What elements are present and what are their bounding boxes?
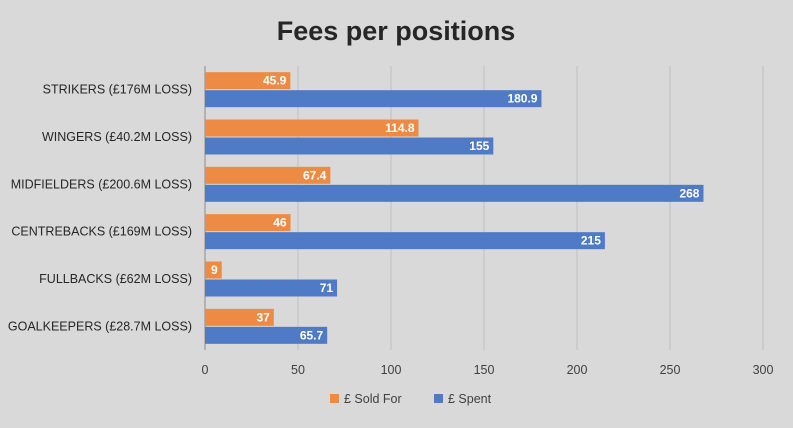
bars: 45.9 180.9 114.8 155 67.4 268 46 215 9 71 37 65.7 xyxy=(205,72,704,344)
data-label: 37 xyxy=(256,310,270,324)
bar-sold-for xyxy=(205,214,291,232)
legend-swatch-spent xyxy=(434,394,443,403)
category-label: CENTREBACKS (£169M LOSS) xyxy=(11,225,192,239)
bar-spent xyxy=(205,232,605,250)
bar-sold-for xyxy=(205,166,331,184)
category-labels: STRIKERS (£176M LOSS) WINGERS (£40.2M LOS… xyxy=(8,83,192,334)
data-label: 46 xyxy=(273,216,287,230)
bar-spent xyxy=(205,90,542,108)
bar-spent xyxy=(205,137,494,155)
data-label: 268 xyxy=(679,186,699,200)
bar-spent xyxy=(205,184,704,202)
legend: £ Sold For £ Spent xyxy=(330,392,492,406)
x-tick-label: 100 xyxy=(381,363,402,377)
bar-sold-for xyxy=(205,261,222,279)
data-label: 180.9 xyxy=(507,92,537,106)
bar-sold-for xyxy=(205,72,291,90)
category-label: WINGERS (£40.2M LOSS) xyxy=(42,130,192,144)
bar-spent xyxy=(205,279,338,297)
legend-label-sold-for: £ Sold For xyxy=(344,392,402,406)
x-tick-label: 150 xyxy=(474,363,495,377)
x-tick-label: 200 xyxy=(567,363,588,377)
bar-sold-for xyxy=(205,119,419,137)
x-tick-label: 250 xyxy=(660,363,681,377)
gridlines xyxy=(204,66,764,350)
chart-title: Fees per positions xyxy=(277,16,516,46)
category-label: FULLBACKS (£62M LOSS) xyxy=(39,272,192,286)
x-tick-label: 0 xyxy=(202,363,209,377)
data-label: 45.9 xyxy=(263,74,287,88)
legend-label-spent: £ Spent xyxy=(448,392,492,406)
data-label: 9 xyxy=(211,263,218,277)
data-label: 67.4 xyxy=(303,168,327,182)
data-label: 71 xyxy=(320,281,334,295)
x-tick-label: 300 xyxy=(753,363,774,377)
bar-sold-for xyxy=(205,308,274,326)
data-label: 114.8 xyxy=(385,121,415,135)
data-label: 155 xyxy=(469,139,489,153)
x-axis-tick-labels: 0 50 100 150 200 250 300 xyxy=(202,363,774,377)
category-label: GOALKEEPERS (£28.7M LOSS) xyxy=(8,319,192,333)
legend-swatch-sold-for xyxy=(330,394,339,403)
data-label: 215 xyxy=(581,234,601,248)
x-tick-label: 50 xyxy=(291,363,305,377)
data-label: 65.7 xyxy=(300,328,324,342)
bar-spent xyxy=(205,326,328,344)
category-label: STRIKERS (£176M LOSS) xyxy=(43,83,192,97)
category-label: MIDFIELDERS (£200.6M LOSS) xyxy=(11,177,192,191)
